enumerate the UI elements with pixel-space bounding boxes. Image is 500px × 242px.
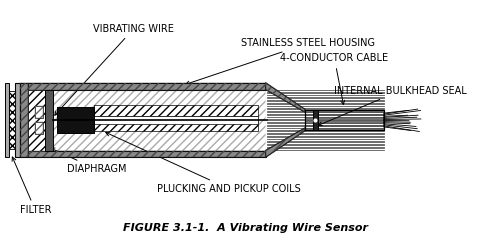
Bar [36,106,44,118]
Text: PLUCKING AND PICKUP COILS: PLUCKING AND PICKUP COILS [106,132,301,194]
Bar [28,90,266,151]
Text: FIGURE 3.1-1.  A Vibrating Wire Sensor: FIGURE 3.1-1. A Vibrating Wire Sensor [124,223,368,233]
Text: VIBRATING WIRE: VIBRATING WIRE [54,23,174,115]
Bar [20,83,28,157]
Bar [28,83,266,90]
Bar [94,105,258,116]
Text: STAINLESS STEEL HOUSING: STAINLESS STEEL HOUSING [186,38,375,85]
Bar [9,91,15,149]
Text: INTERNAL BULKHEAD SEAL: INTERNAL BULKHEAD SEAL [318,85,467,126]
Text: DIAPHRAGM: DIAPHRAGM [50,148,126,174]
Bar [36,122,44,134]
Bar [28,90,266,151]
Bar [45,90,53,151]
Bar [57,107,94,133]
Bar [28,151,266,157]
Polygon shape [266,128,305,157]
Text: 4-CONDUCTOR CABLE: 4-CONDUCTOR CABLE [280,53,388,105]
Bar [312,110,318,130]
Text: FILTER: FILTER [12,157,51,215]
Bar [305,110,384,130]
Bar [28,151,266,157]
Bar [20,83,28,157]
Polygon shape [266,90,305,120]
Polygon shape [266,120,305,151]
Bar [5,83,9,157]
Bar [28,90,45,151]
Bar [28,83,266,90]
Bar [15,83,20,157]
Polygon shape [266,83,305,112]
Bar [94,116,258,124]
Bar [94,120,258,131]
Bar [36,106,44,118]
Bar [36,122,44,134]
